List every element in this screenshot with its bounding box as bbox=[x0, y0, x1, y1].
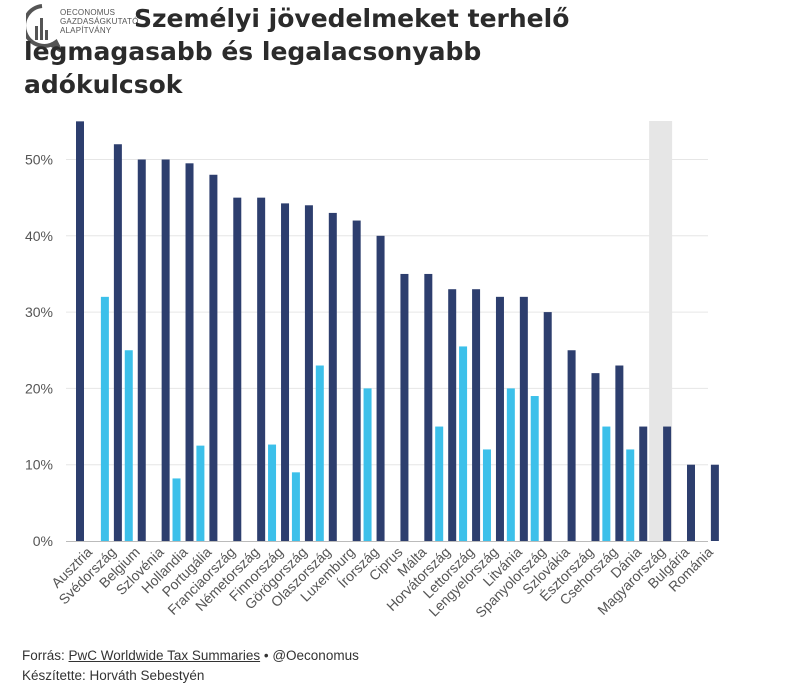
y-tick-label: 10% bbox=[25, 457, 53, 473]
source-link[interactable]: PwC Worldwide Tax Summaries bbox=[68, 648, 261, 663]
bar-lowest-rate bbox=[482, 449, 491, 541]
source-suffix: • @Oeconomus bbox=[263, 648, 359, 663]
logo-line-3: ALAPÍTVÁNY bbox=[60, 26, 112, 35]
bar-highest-rate bbox=[519, 296, 528, 541]
bar-lowest-rate bbox=[268, 444, 277, 541]
bar-highest-rate bbox=[567, 350, 576, 541]
bar-highest-rate bbox=[113, 144, 122, 542]
bar-highest-rate bbox=[424, 273, 433, 541]
bar-highest-rate bbox=[76, 121, 84, 541]
bar-highest-rate bbox=[639, 426, 648, 541]
y-tick-label: 40% bbox=[25, 228, 53, 244]
bar-lowest-rate bbox=[459, 346, 468, 541]
y-tick-label: 0% bbox=[33, 533, 53, 549]
source-prefix: Forrás: bbox=[22, 648, 65, 663]
chart-title-text: Személyi jövedelmeket terhelő legmagasab… bbox=[24, 4, 570, 99]
bar-highest-rate bbox=[185, 163, 194, 541]
bar-lowest-rate bbox=[196, 445, 205, 541]
bar-highest-rate bbox=[233, 197, 242, 541]
bar-lowest-rate bbox=[315, 365, 324, 541]
author-line: Készítette: Horváth Sebestyén bbox=[22, 668, 205, 683]
bar-lowest-rate bbox=[363, 388, 372, 541]
bar-lowest-rate bbox=[124, 350, 133, 541]
bar-highest-rate bbox=[663, 426, 672, 541]
bar-highest-rate bbox=[304, 205, 313, 541]
y-tick-label: 30% bbox=[25, 304, 53, 320]
chart-title: Személyi jövedelmeket terhelő legmagasab… bbox=[24, 2, 624, 101]
bar-highest-rate bbox=[161, 159, 170, 541]
bar-lowest-rate bbox=[291, 472, 300, 541]
bar-highest-rate bbox=[400, 273, 409, 541]
bar-highest-rate bbox=[472, 289, 481, 541]
bar-highest-rate bbox=[448, 289, 457, 541]
bar-highest-rate bbox=[352, 220, 361, 542]
logo-mark-icon bbox=[22, 4, 65, 56]
bar-lowest-rate bbox=[506, 388, 515, 541]
bar-highest-rate bbox=[710, 464, 719, 541]
bar-highest-rate bbox=[281, 203, 290, 541]
y-tick-label: 20% bbox=[25, 380, 53, 396]
logo-line-2: GAZDASÁGKUTATÓ bbox=[60, 17, 139, 26]
y-tick-label: 50% bbox=[25, 152, 53, 168]
bar-highest-rate bbox=[257, 197, 266, 541]
bar-lowest-rate bbox=[626, 449, 635, 541]
bar-highest-rate bbox=[543, 312, 552, 541]
logo-text: OECONOMUS GAZDASÁGKUTATÓ ALAPÍTVÁNY bbox=[60, 8, 139, 35]
bar-highest-rate bbox=[137, 159, 146, 541]
bar-highest-rate bbox=[376, 235, 385, 542]
bar-highest-rate bbox=[495, 296, 504, 541]
bar-lowest-rate bbox=[602, 426, 611, 541]
bar-highest-rate bbox=[209, 174, 218, 541]
source-line: Forrás: PwC Worldwide Tax Summaries • @O… bbox=[22, 648, 359, 663]
bar-lowest-rate bbox=[435, 426, 444, 541]
bar-lowest-rate bbox=[530, 396, 539, 541]
logo-line-1: OECONOMUS bbox=[60, 8, 116, 17]
bar-highest-rate bbox=[591, 373, 600, 541]
oeconomus-logo: OECONOMUS GAZDASÁGKUTATÓ ALAPÍTVÁNY bbox=[22, 4, 146, 56]
bar-lowest-rate bbox=[100, 296, 109, 541]
bar-highest-rate bbox=[687, 464, 695, 541]
bar-lowest-rate bbox=[172, 478, 181, 541]
bar-highest-rate bbox=[615, 365, 624, 541]
bar-highest-rate bbox=[328, 212, 337, 541]
bar-chart: 0%10%20%30%40%50%AusztriaSvédországBelgi… bbox=[25, 121, 719, 621]
